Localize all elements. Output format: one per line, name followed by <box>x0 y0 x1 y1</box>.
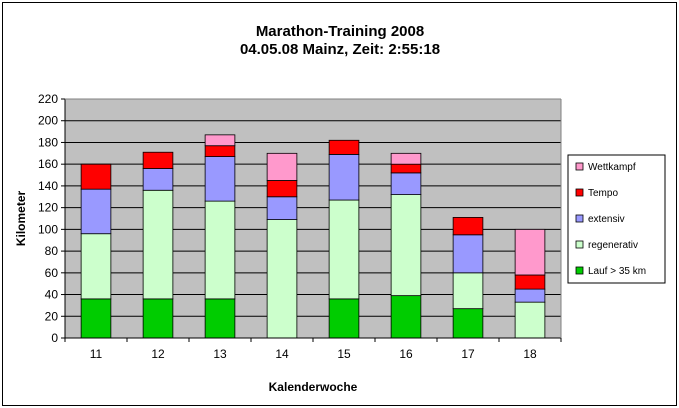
y-tick-label: 220 <box>38 92 58 106</box>
x-tick-label: 12 <box>151 347 165 361</box>
bar-segment <box>514 288 546 303</box>
x-axis-title: Kalenderwoche <box>269 380 358 394</box>
bar-segment <box>452 272 484 310</box>
x-tick-label: 11 <box>90 347 103 361</box>
x-tick-label: 13 <box>213 347 227 361</box>
legend-label: Wettkampf <box>588 162 636 173</box>
y-tick-label: 160 <box>38 157 58 171</box>
chart-subtitle: 04.05.08 Mainz, Zeit: 2:55:18 <box>240 41 440 58</box>
legend-label: regenerativ <box>588 240 638 251</box>
bar-segment <box>204 134 236 147</box>
y-tick-label: 180 <box>38 135 58 149</box>
bar-segment <box>390 194 422 297</box>
y-tick-label: 100 <box>38 222 58 236</box>
legend-box <box>567 154 666 284</box>
bar-segment <box>204 298 236 339</box>
bars <box>80 134 546 339</box>
bar-segment <box>142 189 174 300</box>
bar-segment <box>142 151 174 169</box>
bar-segment <box>452 217 484 236</box>
bar-segment <box>266 180 298 198</box>
bar-segment <box>452 234 484 274</box>
bar-segment <box>204 145 236 157</box>
bar-segment <box>328 199 360 300</box>
legend-swatch <box>575 162 584 171</box>
x-tick-label: 17 <box>461 347 475 361</box>
bar-segment <box>80 163 112 190</box>
y-tick-label: 140 <box>38 179 58 193</box>
bar-segment <box>80 233 112 300</box>
bar-segment <box>452 308 484 339</box>
legend-swatch <box>575 240 584 249</box>
y-tick-label: 20 <box>45 309 59 323</box>
x-tick-label: 15 <box>337 347 351 361</box>
legend-swatch <box>575 214 584 223</box>
bar-segment <box>328 298 360 339</box>
bar-segment <box>80 188 112 235</box>
y-tick-label: 80 <box>45 244 59 258</box>
bar-segment <box>266 196 298 220</box>
bar-segment <box>328 139 360 155</box>
bar-segment <box>514 301 546 339</box>
x-tick-label: 16 <box>399 347 413 361</box>
legend-swatch <box>575 188 584 197</box>
x-tick-label: 14 <box>275 347 289 361</box>
y-axis-title: Kilometer <box>14 191 28 247</box>
bar-segment <box>390 172 422 195</box>
bar-segment <box>204 200 236 300</box>
bar-segment <box>514 228 546 276</box>
bar-segment <box>204 156 236 202</box>
bar-segment <box>390 295 422 339</box>
y-tick-label: 120 <box>38 201 58 215</box>
bar-segment <box>266 219 298 339</box>
y-tick-label: 40 <box>45 288 59 302</box>
y-tick-label: 60 <box>45 266 59 280</box>
legend-label: Lauf > 35 km <box>588 266 646 277</box>
bar-segment <box>266 152 298 181</box>
legend-swatch <box>575 266 584 275</box>
legend-label: extensiv <box>588 214 625 225</box>
bar-segment <box>390 152 422 165</box>
bar-segment <box>80 298 112 339</box>
bar-segment <box>142 168 174 191</box>
legend: Wettkampf Tempo extensiv regenerativ Lauf > … <box>567 154 666 284</box>
bar-segment <box>390 163 422 174</box>
bar-segment <box>328 154 360 201</box>
plot-area <box>65 99 561 338</box>
y-tick-labels: 0 20 40 60 80 100 120 140 160 180 200 220 <box>38 92 58 345</box>
bar-segment <box>514 274 546 290</box>
legend-label: Tempo <box>588 188 618 199</box>
chart-title: Marathon-Training 2008 <box>256 23 424 40</box>
y-tick-label: 0 <box>51 331 58 345</box>
x-tick-label: 18 <box>523 347 537 361</box>
bar-segment <box>142 298 174 339</box>
x-tick-labels: 11 12 13 14 15 16 17 18 <box>64 338 562 361</box>
y-tick-label: 200 <box>38 114 58 128</box>
